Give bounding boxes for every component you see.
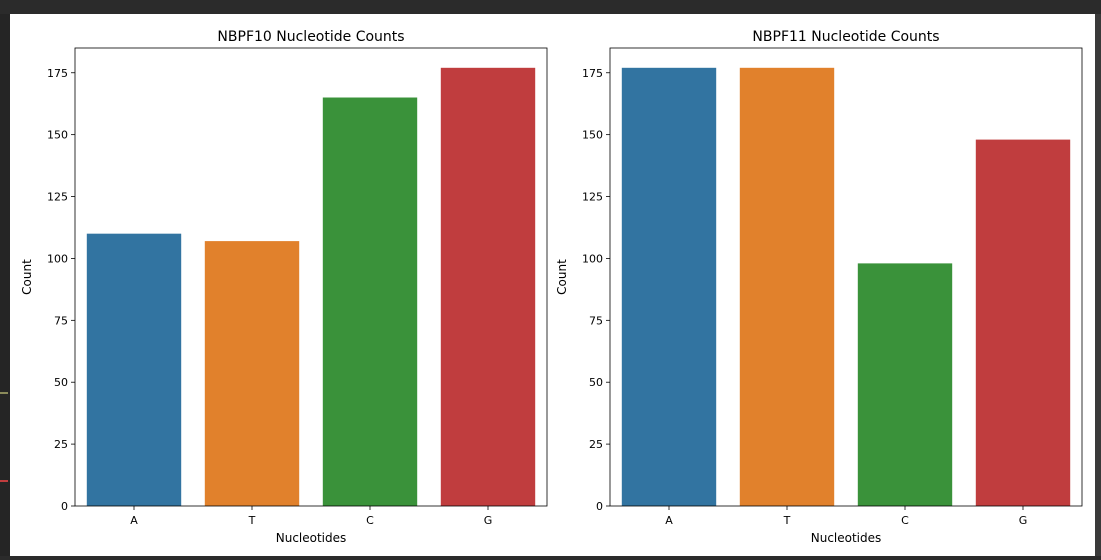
- bar-t: [739, 67, 835, 506]
- y-tick-label: 150: [582, 129, 603, 142]
- window-top-bar: [0, 0, 1101, 14]
- figure-canvas: 0 25 50 75 100 125 150 175 A T C G NBPF10 Nucleotide…: [10, 14, 1095, 556]
- x-tick-label: G: [484, 514, 493, 527]
- gutter-marker: [0, 392, 8, 394]
- y-tick-label: 100: [582, 252, 603, 265]
- chart-title: NBPF10 Nucleotide Counts: [217, 29, 404, 45]
- x-axis-label: Nucleotides: [811, 531, 882, 545]
- x-tick-label: G: [1019, 514, 1028, 527]
- bar-g: [440, 67, 536, 506]
- x-tick-label: A: [665, 514, 673, 527]
- x-tick-label: T: [783, 514, 791, 527]
- axes-frame: [609, 47, 1083, 507]
- chart-nbpf10: 0 25 50 75 100 125 150 175 A T C G NBPF10 Nucleotide…: [20, 29, 548, 545]
- y-tick-label: 25: [589, 438, 603, 451]
- y-tick-label: 50: [589, 376, 603, 389]
- y-tick-label: 75: [589, 314, 603, 327]
- y-tick-label: 100: [47, 252, 68, 265]
- x-tick-label: T: [248, 514, 256, 527]
- x-tick-label: C: [901, 514, 909, 527]
- charts-svg: 0 25 50 75 100 125 150 175 A T C G NBPF10 Nucleotide…: [20, 29, 1083, 545]
- y-tick-label: 125: [47, 191, 68, 204]
- chart-title: NBPF11 Nucleotide Counts: [752, 29, 939, 45]
- editor-gutter: [0, 14, 10, 556]
- scrollbar[interactable]: [1095, 14, 1101, 556]
- y-tick-label: 75: [54, 314, 68, 327]
- y-tick-label: 125: [582, 191, 603, 204]
- x-tick-label: A: [130, 514, 138, 527]
- y-tick-label: 0: [61, 500, 68, 513]
- bar-t: [204, 241, 300, 506]
- bar-c: [322, 97, 418, 506]
- y-tick-label: 25: [54, 438, 68, 451]
- x-tick-label: C: [366, 514, 374, 527]
- y-axis-label: Count: [20, 259, 34, 295]
- y-tick-label: 50: [54, 376, 68, 389]
- bar-c: [857, 263, 953, 506]
- y-tick-label: 175: [582, 67, 603, 80]
- y-axis-label: Count: [555, 259, 569, 295]
- bar-g: [975, 139, 1071, 506]
- bar-a: [621, 67, 717, 506]
- chart-nbpf11: 0 25 50 75 100 125 150 175 A T C G NBPF11 Nucleotide…: [555, 29, 1083, 545]
- y-tick-label: 0: [596, 500, 603, 513]
- axes-frame: [74, 47, 548, 507]
- gutter-marker: [0, 480, 8, 482]
- x-axis-label: Nucleotides: [276, 531, 347, 545]
- y-tick-label: 175: [47, 67, 68, 80]
- y-tick-label: 150: [47, 129, 68, 142]
- bar-a: [86, 233, 182, 507]
